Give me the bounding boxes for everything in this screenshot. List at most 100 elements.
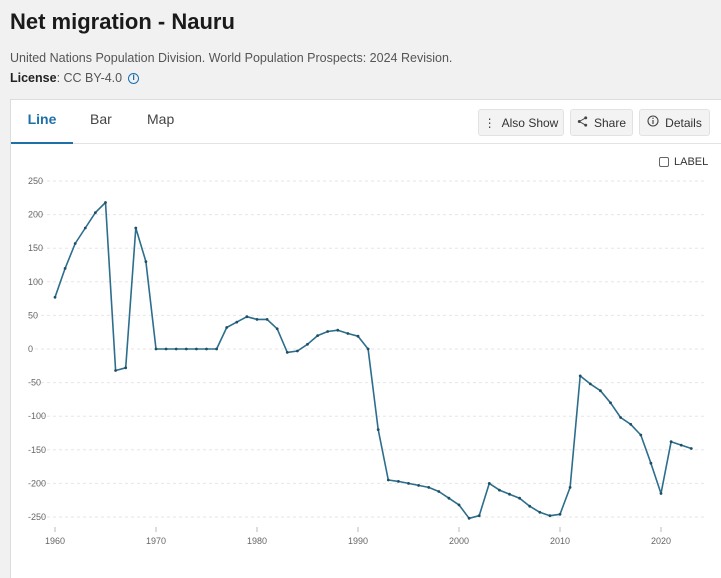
data-point: [558, 512, 562, 516]
y-tick-label: -200: [28, 478, 46, 488]
y-tick-label: 100: [28, 277, 43, 287]
data-point: [195, 347, 198, 351]
data-point: [83, 226, 87, 230]
data-point: [679, 443, 683, 447]
data-point: [144, 260, 148, 263]
data-point: [609, 401, 612, 405]
data-point: [619, 416, 622, 419]
x-tick-label: 1980: [247, 536, 267, 546]
data-point: [528, 504, 532, 508]
data-point: [164, 347, 168, 351]
label-checkbox[interactable]: [659, 157, 669, 167]
y-tick-label: -250: [28, 512, 46, 522]
share-icon: [577, 115, 588, 130]
data-point: [467, 516, 471, 520]
y-tick-label: 250: [28, 176, 43, 186]
y-tick-label: -150: [28, 445, 46, 455]
data-point: [124, 366, 128, 370]
data-point: [53, 295, 57, 299]
series-line: [54, 201, 692, 520]
data-point: [457, 503, 461, 507]
data-point: [63, 267, 67, 270]
data-point: [205, 347, 208, 351]
data-point: [518, 496, 521, 500]
data-point: [73, 242, 77, 245]
tab-map[interactable]: Map: [147, 111, 175, 127]
y-tick-label: -100: [28, 411, 46, 421]
x-tick-label: 1970: [146, 536, 166, 546]
data-point: [568, 486, 572, 489]
data-point: [578, 374, 582, 378]
x-tick-label: 2020: [651, 536, 671, 546]
data-point: [366, 347, 370, 351]
y-tick-label: -50: [28, 378, 41, 388]
data-point: [669, 440, 673, 444]
data-point: [285, 351, 289, 354]
data-point: [629, 422, 633, 426]
data-point: [235, 320, 239, 324]
data-point: [316, 334, 319, 337]
y-tick-label: 0: [28, 344, 33, 354]
data-point: [599, 389, 602, 393]
data-point: [427, 486, 431, 489]
also-show-button[interactable]: ⋮ Also Show: [478, 109, 564, 136]
label-toggle[interactable]: LABEL: [659, 156, 708, 168]
data-point: [346, 332, 350, 335]
x-tick-label: 2010: [550, 536, 570, 546]
data-point: [336, 328, 340, 332]
data-point: [659, 492, 663, 495]
share-button[interactable]: Share: [570, 109, 633, 136]
license-line: License : CC BY-4.0: [10, 71, 140, 85]
data-point: [184, 347, 188, 351]
y-tick-label: 150: [28, 243, 43, 253]
data-point: [417, 484, 420, 487]
data-point: [386, 478, 390, 482]
data-point: [538, 510, 542, 514]
data-point: [437, 490, 441, 493]
info-icon[interactable]: [128, 72, 140, 84]
y-tick-label: 200: [28, 210, 43, 220]
chart-tabs: Line Bar Map ⋮ Also Show Share Det: [11, 100, 721, 144]
data-point: [275, 327, 279, 331]
data-point: [134, 226, 138, 230]
data-point: [689, 447, 693, 450]
also-show-label: Also Show: [501, 115, 559, 130]
data-point: [245, 315, 249, 319]
data-point: [447, 496, 451, 500]
data-point: [225, 326, 229, 329]
data-point: [508, 492, 511, 496]
data-point: [154, 347, 158, 351]
data-point: [104, 201, 107, 204]
x-tick-label: 1960: [45, 536, 65, 546]
data-point: [376, 428, 380, 431]
data-point: [94, 211, 97, 215]
data-point: [548, 514, 552, 518]
label-toggle-text: LABEL: [674, 156, 709, 168]
license-value: : CC BY-4.0: [56, 71, 123, 85]
data-point: [639, 433, 643, 437]
source-text: United Nations Population Division. Worl…: [10, 51, 453, 65]
data-point: [326, 330, 330, 333]
data-point: [477, 514, 481, 518]
data-point: [174, 347, 178, 351]
details-button[interactable]: Details: [639, 109, 710, 136]
data-point: [215, 347, 219, 351]
x-tick-label: 2000: [449, 536, 469, 546]
data-point: [498, 488, 501, 492]
tab-line[interactable]: Line: [11, 100, 73, 144]
data-point: [407, 482, 410, 485]
info-circle-icon: [647, 115, 659, 130]
tab-bar[interactable]: Bar: [90, 111, 112, 127]
data-point: [356, 334, 360, 338]
data-point: [296, 349, 299, 353]
y-tick-label: 50: [28, 310, 38, 320]
details-label: Details: [665, 115, 702, 130]
page-title: Net migration - Nauru: [10, 9, 235, 34]
x-tick-label: 1990: [348, 536, 368, 546]
data-point: [487, 482, 491, 485]
data-point: [114, 369, 117, 372]
license-label: License: [10, 71, 57, 85]
data-point: [649, 461, 653, 465]
data-point: [265, 318, 269, 321]
